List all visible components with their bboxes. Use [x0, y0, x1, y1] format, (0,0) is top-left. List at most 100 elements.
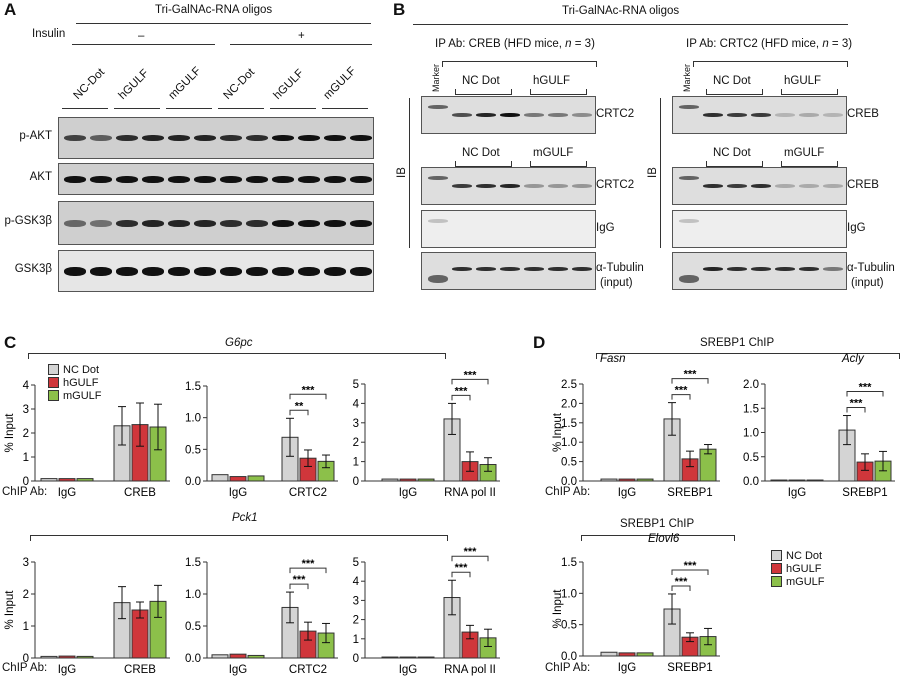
blot-band	[142, 135, 164, 141]
bar-mgulf	[76, 478, 94, 482]
srebp1-chip-title: SREBP1 ChIP	[700, 337, 775, 349]
legend-item: mGULF	[771, 575, 825, 588]
blot-band	[116, 266, 138, 276]
x-tick-label: IgG	[399, 487, 418, 499]
bar-mgulf	[417, 656, 435, 659]
significance-bracket	[289, 393, 327, 400]
group-label: mGULF	[784, 147, 825, 159]
blot-band	[298, 219, 320, 227]
bar-hgulf	[399, 656, 417, 659]
y-tick-label: 4	[353, 398, 360, 410]
ip-heading-text: IP Ab: CRTC2 (HFD mice,	[686, 38, 823, 50]
blot-band	[476, 184, 496, 188]
y-tick-label: 3	[353, 418, 359, 430]
gene-label-pck1: Pck1	[232, 512, 258, 524]
legend-label: hGULF	[786, 562, 822, 575]
blot-band	[500, 267, 520, 271]
blot-band	[324, 175, 346, 183]
legend-label: NC Dot	[786, 549, 823, 562]
y-tick-label: 3	[23, 557, 29, 569]
blot-band	[775, 184, 795, 188]
y-tick-label: 1.5	[743, 403, 759, 415]
blot-band	[194, 266, 216, 276]
blot-label: α-Tubulin	[847, 262, 895, 274]
gene-label-g6pc: G6pc	[225, 337, 253, 349]
group-label: NC Dot	[462, 147, 500, 159]
x-tick-label: IgG	[229, 664, 248, 676]
y-tick-label: 1.5	[185, 557, 201, 569]
ip-heading-n: n	[822, 38, 829, 50]
marker-band	[428, 105, 448, 109]
chart-pck1-crtc2: 0.0 0.5 1.0 1.5 IgG CRTC2 *** ***	[185, 557, 338, 676]
blot-band	[703, 267, 723, 271]
blot-label: IgG	[596, 222, 615, 234]
blot-label: CRTC2	[596, 179, 635, 191]
legend-swatch	[771, 550, 782, 561]
ip-heading-end: = 3)	[571, 38, 595, 50]
y-tick-label: 1	[353, 457, 359, 469]
lane-underline	[218, 108, 264, 109]
blot-band	[246, 266, 268, 276]
y-tick-label: 0	[353, 476, 359, 488]
bar-hgulf	[399, 478, 417, 482]
y-tick-label: 2	[23, 428, 29, 440]
ip-bracket	[693, 61, 848, 67]
western-blot	[421, 252, 596, 290]
blot-label: CREB	[847, 179, 879, 191]
bar-nc-dot	[381, 478, 399, 482]
blot-label: IgG	[847, 222, 866, 234]
y-tick-label: 3	[353, 595, 359, 607]
blot-band	[476, 113, 496, 117]
significance-bracket	[289, 567, 327, 574]
blot-label: CREB	[847, 108, 879, 120]
significance-label: **	[295, 400, 304, 412]
blot-band	[90, 266, 112, 276]
x-tick-label: IgG	[58, 487, 77, 499]
y-tick-label: 1	[23, 621, 29, 633]
srebp1-bracket-2	[581, 535, 735, 541]
blot-band	[572, 267, 592, 271]
blot-label-akt: AKT	[29, 171, 52, 183]
bar-nc-dot	[40, 655, 58, 659]
blot-band	[350, 266, 372, 276]
y-tick-label: 0.5	[185, 621, 201, 633]
bar-hgulf	[788, 479, 806, 482]
blot-band	[298, 175, 320, 183]
y-axis-label: % Input	[552, 412, 564, 452]
insulin-minus: –	[138, 30, 145, 42]
legend-item: hGULF	[771, 562, 825, 575]
chart-g6pc-pol2: 0 1 2 3 4 5 IgG RNA pol II *** ***	[353, 369, 500, 499]
chart-title: Fasn	[600, 353, 626, 365]
bar-hgulf	[229, 653, 247, 659]
ip-heading: IP Ab: CRTC2 (HFD mice, n = 3)	[686, 38, 852, 50]
chip-ab-label: ChIP Ab:	[2, 662, 48, 674]
y-tick-label: 1.5	[561, 418, 577, 430]
bar-nc-dot	[40, 478, 58, 482]
legend-label: mGULF	[63, 389, 102, 402]
blot-band	[799, 184, 819, 188]
lane-underline	[166, 108, 212, 109]
panel-label-c: C	[4, 333, 17, 352]
blot-band	[775, 267, 795, 271]
y-tick-label: 2.0	[561, 398, 577, 410]
blot-band	[90, 135, 112, 141]
blot-band	[246, 219, 268, 227]
significance-label: ***	[464, 369, 478, 381]
chart-acly: 0.0 0.5 1.0 1.5 2.0 Acly IgG SREBP1 *** ***	[743, 353, 895, 499]
bar-nc-dot	[600, 651, 618, 657]
significance-bracket	[671, 569, 709, 575]
y-tick-label: 2	[23, 589, 29, 601]
y-tick-label: 0.5	[561, 620, 577, 632]
x-tick-label: SREBP1	[667, 487, 712, 499]
blot-band	[548, 113, 568, 117]
lane-underline	[114, 108, 160, 109]
blot-band	[168, 266, 190, 276]
y-tick-label: 0	[23, 653, 29, 665]
significance-bracket	[451, 555, 489, 562]
blot-label-p-akt: p-AKT	[19, 130, 52, 142]
blot-band	[452, 113, 472, 117]
ip-heading: IP Ab: CREB (HFD mice, n = 3)	[435, 38, 595, 50]
chart-fasn: 0.0 0.5 1.0 1.5 2.0 2.5 % Input Fasn IgG SREBP1 **…	[552, 353, 720, 499]
chart-elovl6: 0.0 0.5 1.0 1.5 % Input Elovl6 IgG SREBP1 *** ***	[552, 533, 720, 674]
